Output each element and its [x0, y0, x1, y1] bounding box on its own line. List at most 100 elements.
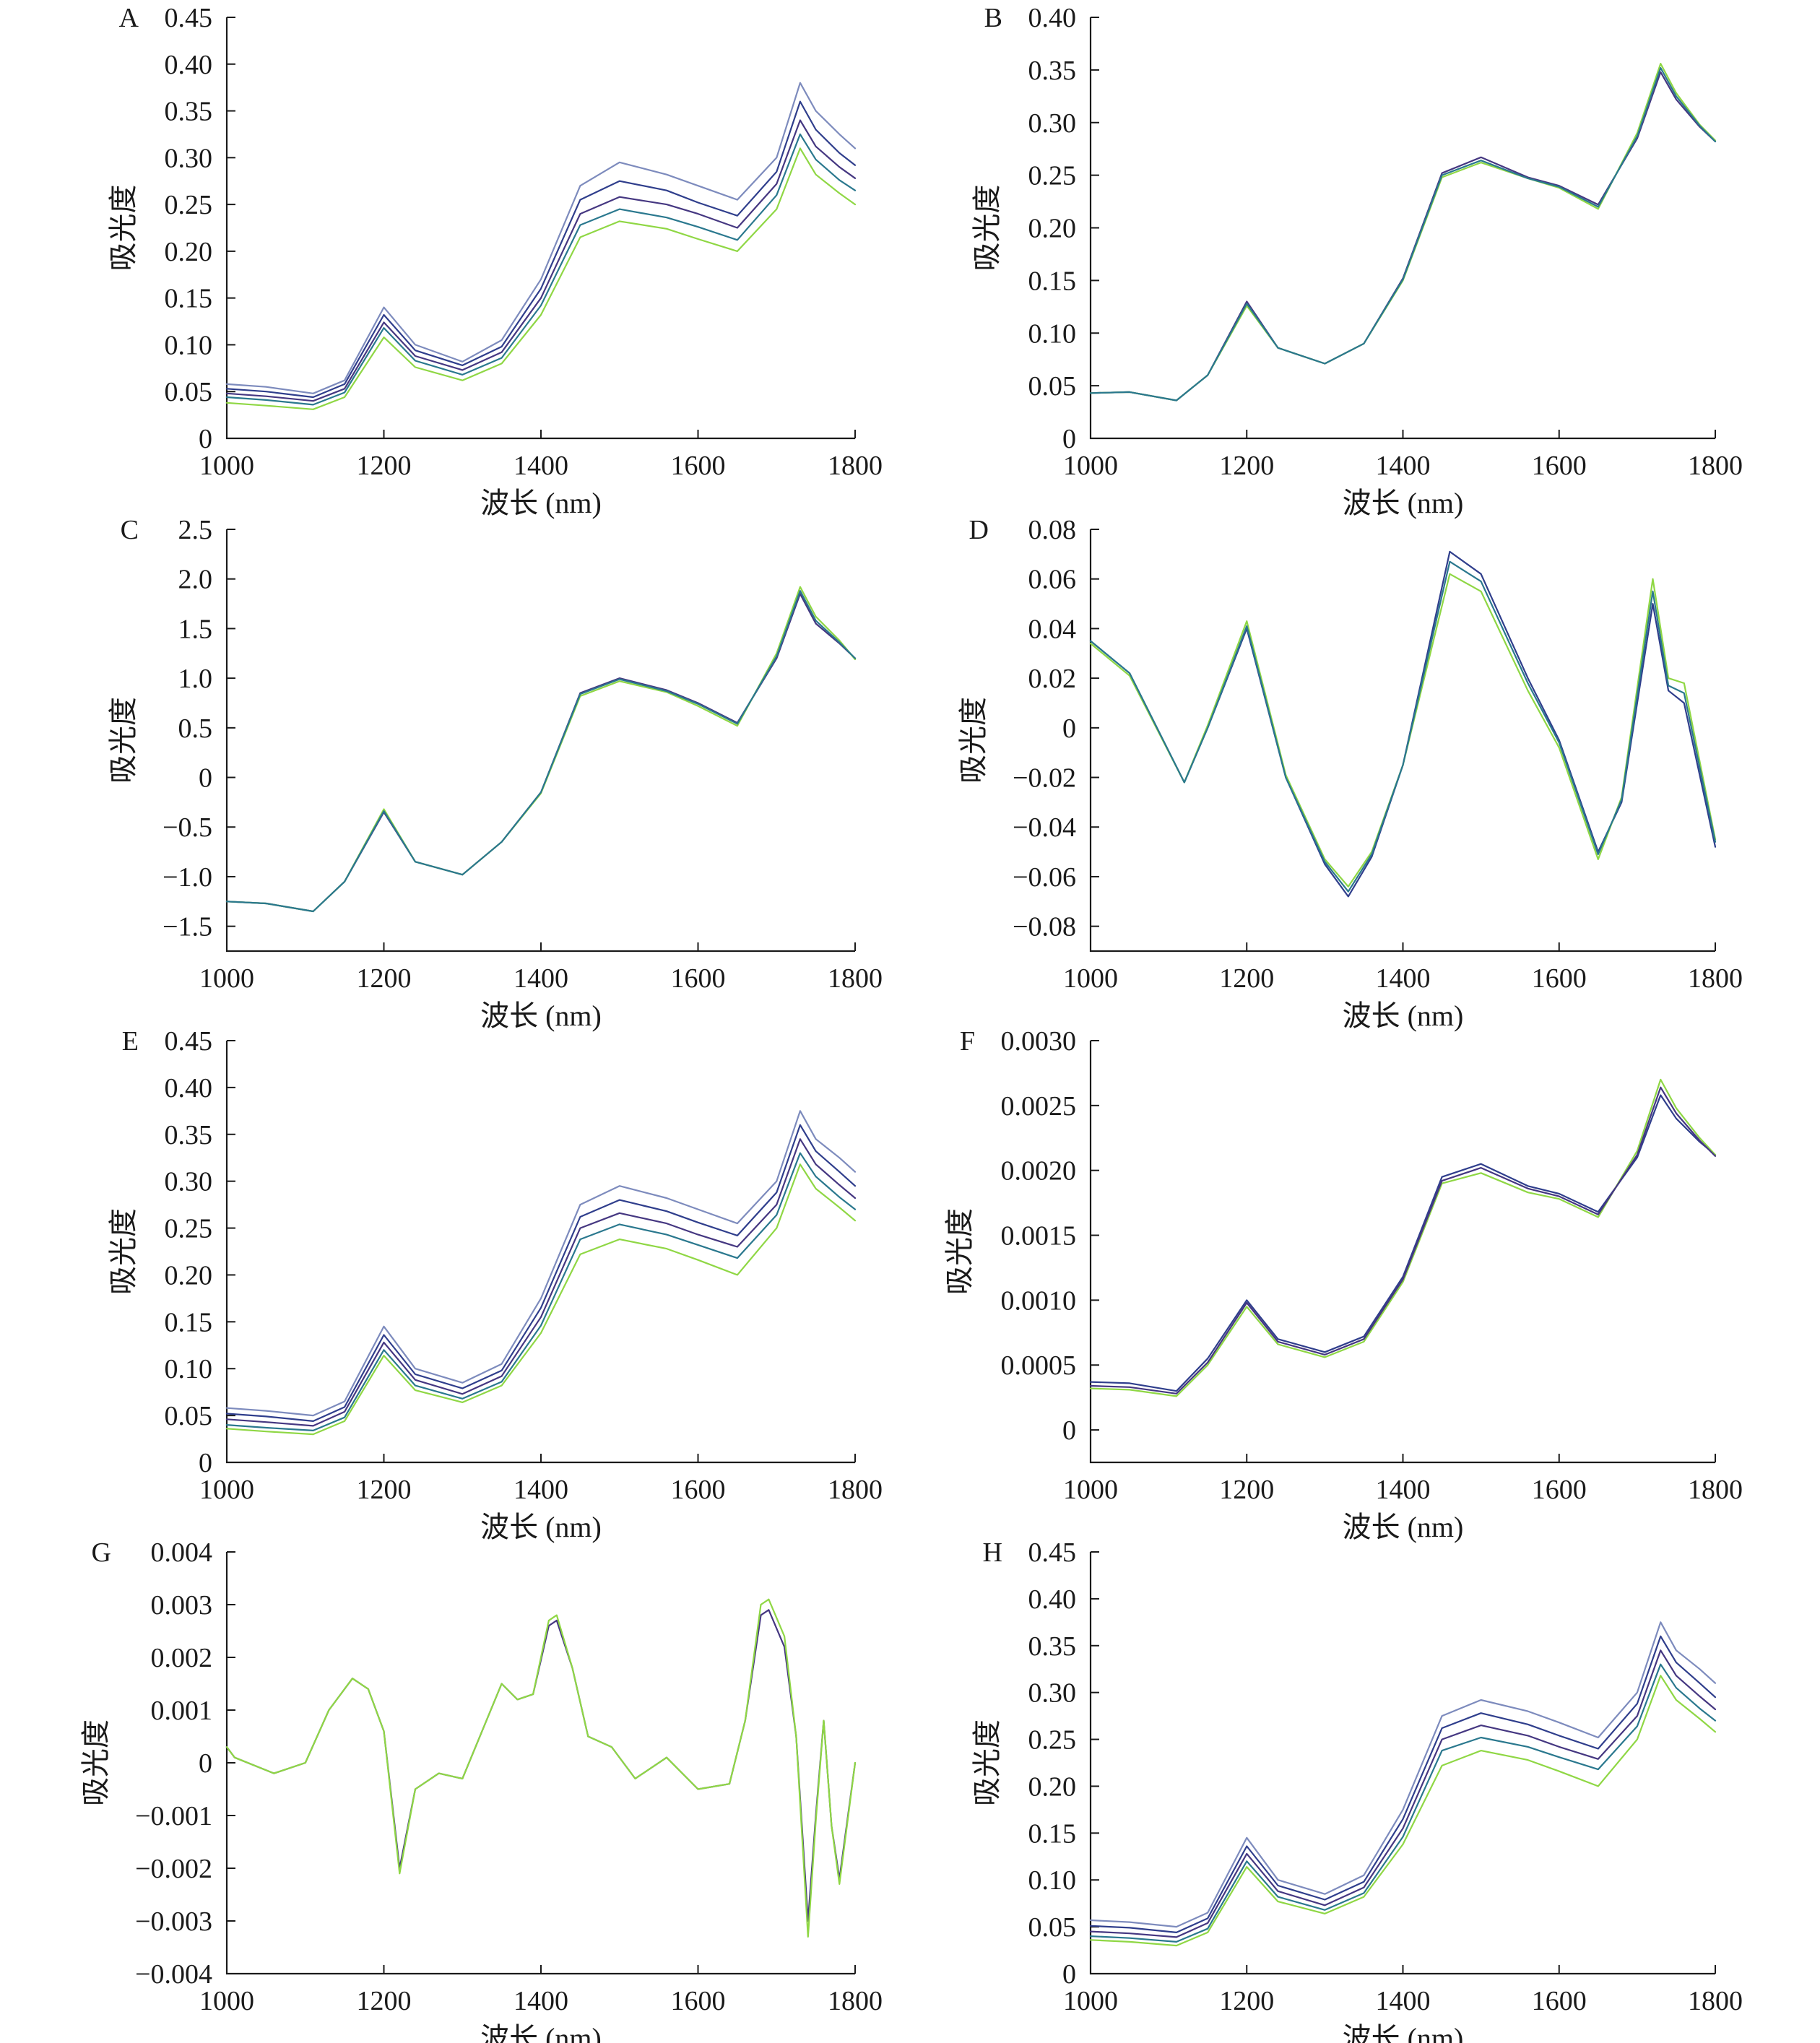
- x-tick-label: 1800: [828, 1986, 883, 2016]
- x-tick-label: 1000: [199, 451, 254, 481]
- y-tick-label: 0.06: [1028, 565, 1077, 595]
- y-tick-label: 0.0025: [1001, 1091, 1077, 1122]
- x-tick-label: 1600: [1532, 1986, 1587, 2016]
- x-tick-label: 1800: [828, 963, 883, 994]
- y-tick-label: 0: [199, 1748, 212, 1779]
- y-tick-label: 1.5: [178, 614, 213, 644]
- y-axis-title: 吸光度: [971, 185, 1003, 272]
- panel-e: 1000 1200 1400 1600 1800 0 0.05 0.10 0.15 0.20 0.2…: [107, 1026, 883, 1543]
- spectrum-line: [225, 82, 857, 394]
- panel-d: 1000 1200 1400 1600 1800 −0.08 −0.06 −0.04 −0.02…: [957, 515, 1743, 1032]
- spectrum-line: [225, 593, 857, 913]
- y-tick-label: 0: [1062, 1415, 1076, 1446]
- spectrum-line: [225, 1124, 857, 1422]
- y-tick-label: 0.15: [1028, 266, 1077, 296]
- y-tick-label: −0.001: [135, 1801, 212, 1831]
- x-axis-title: 波长 (nm): [1343, 999, 1464, 1032]
- x-tick-label: 1800: [828, 451, 883, 481]
- spectrum-line: [225, 1138, 857, 1427]
- y-tick-label: −0.5: [162, 812, 212, 843]
- x-tick-label: 1000: [1063, 963, 1118, 994]
- x-tick-label: 1600: [1532, 1475, 1587, 1505]
- x-tick-label: 1600: [671, 963, 726, 994]
- x-tick-label: 1000: [199, 963, 254, 994]
- y-tick-label: 0.25: [165, 190, 213, 220]
- x-tick-label: 1000: [1063, 451, 1118, 481]
- spectrum-line: [225, 1163, 857, 1436]
- spectrum-line: [1089, 71, 1717, 402]
- y-tick-label: 0.0010: [1001, 1285, 1077, 1316]
- spectrum-line: [225, 590, 857, 913]
- x-tick-label: 1200: [357, 451, 412, 481]
- y-tick-label: 0.20: [165, 1260, 213, 1291]
- spectrum-line: [1089, 1663, 1717, 1943]
- y-tick-label: 0: [199, 1448, 212, 1478]
- panel-letter: D: [969, 515, 989, 545]
- x-tick-label: 1200: [1219, 963, 1274, 994]
- panel-a: 1000 1200 1400 1600 1800 0 0.05 0.10 0.15 0.20 0.2…: [107, 3, 883, 519]
- x-axis-title: 波长 (nm): [1343, 1511, 1464, 1543]
- y-tick-label: 0.30: [1028, 108, 1077, 139]
- panel-f: 1000 1200 1400 1600 1800 0 0.0005 0.0010 0.0015 0…: [943, 1026, 1743, 1543]
- axes-frame: [1089, 17, 1715, 440]
- panel-letter: B: [984, 3, 1002, 33]
- y-tick-label: −0.06: [1013, 862, 1076, 893]
- spectrum-line: [1089, 1635, 1717, 1933]
- spectrum-line: [1089, 550, 1717, 898]
- spectrum-line: [1089, 63, 1717, 402]
- y-tick-label: 0: [1062, 1959, 1076, 1990]
- axes-frame: [225, 529, 855, 953]
- y-tick-label: 0.35: [165, 1120, 213, 1150]
- x-tick-label: 1800: [1688, 963, 1743, 994]
- x-tick-label: 1400: [514, 1475, 568, 1505]
- y-axis-title: 吸光度: [107, 185, 139, 272]
- y-tick-label: 0.35: [165, 97, 213, 127]
- y-tick-label: 0.05: [1028, 371, 1077, 402]
- spectrum-line: [225, 1598, 857, 1938]
- spectrum-line: [225, 119, 857, 402]
- y-axis-title: 吸光度: [107, 1208, 139, 1295]
- y-tick-label: 0.0005: [1001, 1350, 1077, 1381]
- y-tick-label: 0: [1062, 713, 1076, 744]
- axes-frame: [1089, 1552, 1715, 1975]
- spectrum-line: [1089, 1621, 1717, 1928]
- spectrum-line: [1089, 1649, 1717, 1938]
- spectrum-line: [1089, 1675, 1717, 1947]
- y-tick-label: 0.15: [165, 1307, 213, 1337]
- spectrum-line: [225, 1152, 857, 1431]
- panel-g: 1000 1200 1400 1600 1800 −0.004 −0.003 −0.002 −0…: [79, 1537, 883, 2043]
- panel-letter: A: [119, 3, 139, 33]
- y-tick-label: −0.002: [135, 1854, 212, 1884]
- x-tick-label: 1400: [1376, 963, 1431, 994]
- y-tick-label: 0.08: [1028, 515, 1077, 545]
- spectrum-line: [1089, 560, 1717, 893]
- x-tick-label: 1000: [1063, 1986, 1118, 2016]
- x-axis-title: 波长 (nm): [1343, 2022, 1464, 2043]
- y-tick-label: 0.45: [165, 1026, 213, 1057]
- x-tick-label: 1600: [671, 1475, 726, 1505]
- panel-letter: E: [122, 1026, 139, 1057]
- y-tick-label: 0.35: [1028, 56, 1077, 86]
- y-tick-label: −0.04: [1013, 812, 1076, 843]
- y-tick-label: 0.20: [1028, 214, 1077, 244]
- y-tick-label: −1.0: [162, 862, 212, 893]
- panel-b: 1000 1200 1400 1600 1800 0 0.05 0.10 0.15 0.20 0.2…: [971, 3, 1743, 519]
- y-tick-label: 2.5: [178, 515, 213, 545]
- x-tick-label: 1800: [1688, 1475, 1743, 1505]
- y-tick-label: 0.0030: [1001, 1026, 1077, 1057]
- y-tick-label: 0.10: [1028, 1865, 1077, 1896]
- spectrum-line: [1089, 1078, 1717, 1397]
- x-tick-label: 1800: [1688, 1986, 1743, 2016]
- y-tick-label: 0.10: [165, 1354, 213, 1384]
- axes-frame: [1089, 1041, 1715, 1464]
- spectrum-line: [225, 1110, 857, 1417]
- spectrum-line: [225, 147, 857, 410]
- y-tick-label: 0.15: [165, 284, 213, 314]
- y-tick-label: 0.0020: [1001, 1156, 1077, 1187]
- y-tick-label: 0.02: [1028, 664, 1077, 694]
- x-tick-label: 1400: [514, 451, 568, 481]
- y-tick-label: 0.004: [151, 1537, 213, 1568]
- y-tick-label: 2.0: [178, 565, 213, 595]
- x-tick-label: 1000: [199, 1986, 254, 2016]
